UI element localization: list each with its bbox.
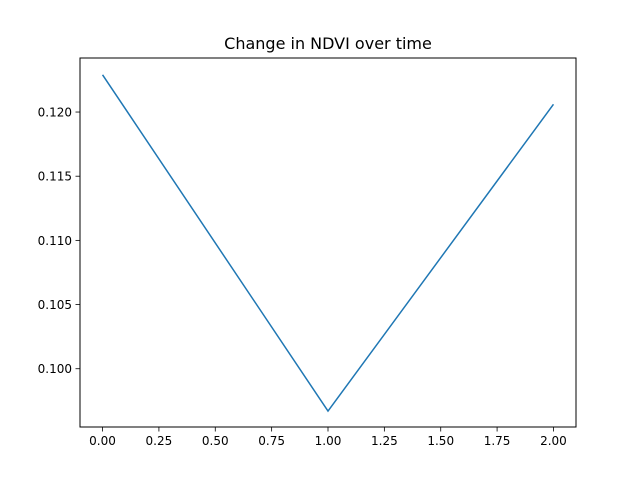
y-tick-label: 0.120 (38, 106, 72, 120)
x-tick-label: 0.00 (89, 434, 116, 448)
chart-title: Change in NDVI over time (224, 34, 432, 53)
x-tick-label: 1.00 (315, 434, 342, 448)
y-tick-label: 0.105 (38, 298, 72, 312)
plot-frame (79, 57, 577, 428)
x-tick-label: 2.00 (540, 434, 567, 448)
y-tick-label: 0.115 (38, 170, 72, 184)
x-tick-label: 0.50 (202, 434, 229, 448)
x-tick-label: 1.25 (371, 434, 398, 448)
x-tick-label: 1.50 (427, 434, 454, 448)
x-tick-label: 1.75 (484, 434, 511, 448)
y-axis: 0.100 0.105 0.110 0.115 0.120 (38, 106, 80, 376)
y-tick-label: 0.110 (38, 234, 72, 248)
series-line-0 (101, 74, 555, 413)
x-tick-label: 0.75 (258, 434, 285, 448)
x-tick-label: 0.25 (146, 434, 173, 448)
series-layer (101, 74, 555, 413)
y-tick-label: 0.100 (38, 362, 72, 376)
x-axis: 0.00 0.25 0.50 0.75 1.00 1.25 1.50 1.75 2.00 (89, 427, 567, 448)
